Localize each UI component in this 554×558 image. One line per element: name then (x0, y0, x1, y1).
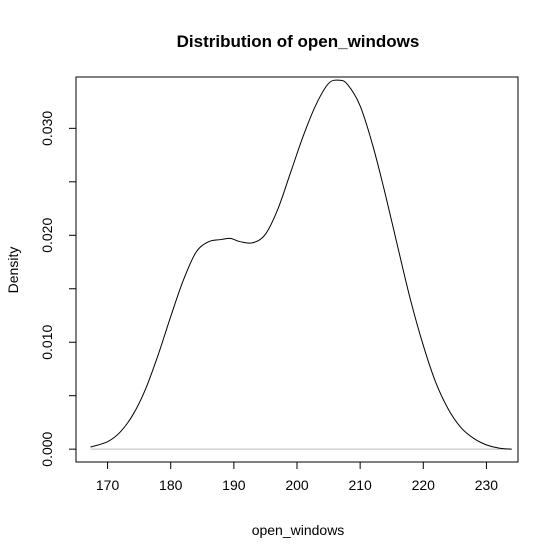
x-tick-label: 180 (159, 477, 183, 493)
y-axis: 0.000 0.010 0.020 0.030 (39, 111, 77, 467)
plot-frame (75, 76, 519, 463)
density-curve (90, 79, 512, 450)
x-tick-label: 230 (475, 477, 499, 493)
x-tick-label: 170 (96, 477, 120, 493)
y-axis-label: Density (5, 247, 21, 294)
x-tick-label: 220 (412, 477, 436, 493)
y-tick-label: 0.030 (39, 111, 55, 146)
x-axis-label: open_windows (252, 522, 345, 538)
x-tick-label: 200 (285, 477, 309, 493)
y-tick-label: 0.000 (39, 431, 55, 466)
y-tick-label: 0.020 (39, 218, 55, 253)
x-tick-label: 190 (222, 477, 246, 493)
x-tick-label: 210 (348, 477, 372, 493)
x-axis: 170 180 190 200 210 220 230 (96, 461, 499, 493)
chart-title: Distribution of open_windows (177, 32, 420, 51)
y-tick-label: 0.010 (39, 324, 55, 359)
